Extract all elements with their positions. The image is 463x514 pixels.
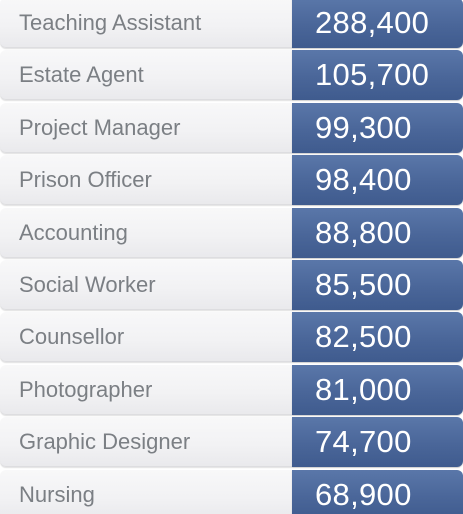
table-row: Prison Officer 98,400: [0, 155, 463, 206]
row-value-cell: 82,500: [292, 312, 463, 363]
row-value: 74,700: [315, 424, 412, 460]
row-value-cell: 85,500: [292, 260, 463, 310]
row-label: Graphic Designer: [19, 429, 191, 455]
row-label: Project Manager: [19, 114, 181, 140]
table-row: Teaching Assistant 288,400: [0, 0, 463, 48]
row-value: 105,700: [315, 57, 430, 93]
row-label-cell: Teaching Assistant: [0, 0, 292, 48]
row-value-cell: 74,700: [292, 417, 463, 468]
row-value-cell: 81,000: [292, 364, 463, 415]
row-label-cell: Social Worker: [0, 260, 292, 310]
row-value: 88,800: [315, 214, 412, 250]
row-value-cell: 88,800: [292, 207, 463, 258]
row-value-cell: 98,400: [292, 155, 463, 206]
row-label-cell: Photographer: [0, 364, 292, 415]
table-row: Photographer 81,000: [0, 364, 463, 415]
row-label-cell: Project Manager: [0, 102, 292, 153]
row-label: Photographer: [19, 376, 153, 402]
row-label: Social Worker: [19, 272, 156, 297]
row-label: Estate Agent: [19, 62, 144, 88]
row-value-cell: 99,300: [292, 102, 463, 153]
table-row: Project Manager 99,300: [0, 102, 463, 153]
row-label-cell: Estate Agent: [0, 50, 292, 101]
row-label: Accounting: [19, 219, 128, 245]
table-row: Counsellor 82,500: [0, 312, 463, 363]
row-label: Nursing: [19, 481, 95, 507]
table-row: Social Worker 85,500: [0, 260, 463, 310]
table-row: Estate Agent 105,700: [0, 50, 463, 101]
table-row: Graphic Designer 74,700: [0, 417, 463, 468]
row-label-cell: Counsellor: [0, 312, 292, 363]
row-value-cell: 288,400: [292, 0, 463, 48]
table-row: Accounting 88,800: [0, 207, 463, 258]
row-label-cell: Prison Officer: [0, 155, 292, 206]
row-label-cell: Nursing: [0, 469, 292, 514]
row-value-cell: 68,900: [292, 469, 463, 514]
row-label: Teaching Assistant: [19, 10, 202, 35]
row-value: 68,900: [315, 476, 412, 512]
row-label: Counsellor: [19, 324, 125, 350]
row-value: 82,500: [315, 319, 412, 355]
row-label-cell: Accounting: [0, 207, 292, 258]
table-row: Nursing 68,900: [0, 469, 463, 514]
row-value: 288,400: [315, 5, 430, 40]
row-label: Prison Officer: [19, 167, 152, 193]
row-value: 99,300: [315, 109, 412, 145]
row-value: 85,500: [315, 267, 412, 302]
row-value: 98,400: [315, 162, 412, 198]
row-value-cell: 105,700: [292, 50, 463, 101]
row-label-cell: Graphic Designer: [0, 417, 292, 468]
row-value: 81,000: [315, 371, 412, 407]
